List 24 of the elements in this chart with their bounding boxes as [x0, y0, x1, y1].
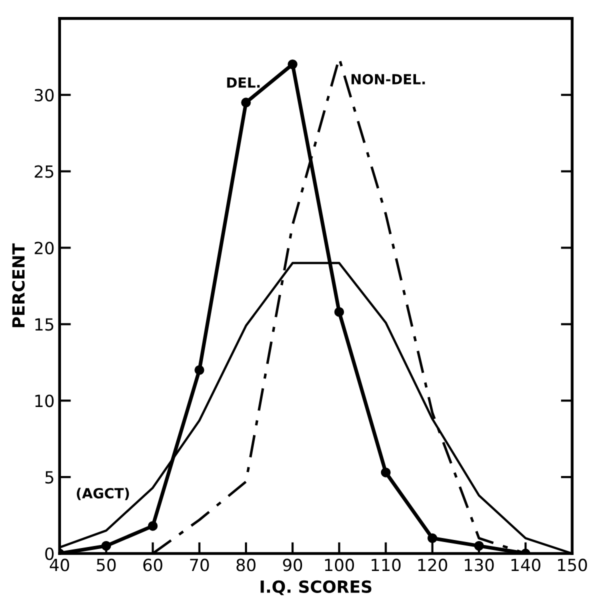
series-label: DEL.	[227, 77, 260, 88]
x-tick-label: 40	[50, 558, 70, 572]
y-tick-label: 5	[45, 471, 54, 484]
series-label: (AGCT)	[76, 488, 129, 500]
y-tick-label: 25	[34, 165, 54, 178]
y-tick-label: 15	[35, 318, 54, 331]
y-tick-label: 30	[34, 88, 54, 102]
x-tick-label: 50	[96, 558, 116, 572]
x-tick-label: 90	[283, 558, 302, 572]
x-tick-label: 60	[143, 558, 162, 572]
y-tick-label: 0	[45, 547, 54, 560]
x-tick-label: 120	[418, 558, 448, 572]
y-tick-label: 20	[34, 242, 54, 254]
y-tick-label: 10	[35, 394, 54, 408]
x-tick-label: 100	[325, 558, 354, 572]
x-tick-label: 150	[558, 558, 587, 572]
series-label: NON-DEL.	[352, 74, 425, 84]
y-axis-title: PERCENT	[12, 243, 25, 328]
x-tick-label: 130	[464, 558, 494, 572]
x-axis-title: I.Q. SCORES	[260, 580, 372, 596]
x-tick-label: 110	[372, 558, 401, 572]
x-tick-label: 70	[190, 558, 209, 572]
x-tick-label: 140	[511, 558, 540, 572]
x-tick-label: 80	[236, 558, 256, 572]
